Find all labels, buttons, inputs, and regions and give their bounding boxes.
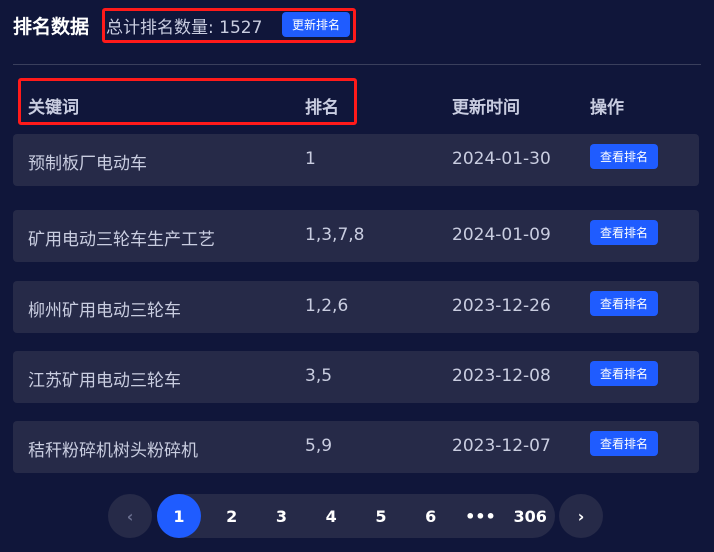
date-cell: 2024-01-09: [452, 225, 551, 245]
table-row: 矿用电动三轮车生产工艺 1,3,7,8 2024-01-09 查看排名: [13, 210, 699, 262]
date-cell: 2023-12-08: [452, 366, 551, 386]
view-ranking-button[interactable]: 查看排名: [590, 291, 658, 316]
prev-page-button[interactable]: ‹: [108, 494, 152, 538]
rank-cell: 1,2,6: [305, 296, 349, 316]
col-rank: 排名: [305, 98, 339, 118]
page-title: 排名数据: [13, 16, 90, 38]
page-list: 1 2 3 4 5 6 ••• 306: [157, 494, 555, 538]
page-3-button[interactable]: 3: [275, 506, 287, 526]
col-keyword: 关键词: [28, 98, 79, 118]
view-ranking-button[interactable]: 查看排名: [590, 144, 658, 169]
next-page-button[interactable]: ›: [559, 494, 603, 538]
rank-cell: 1,3,7,8: [305, 225, 365, 245]
keyword-cell: 江苏矿用电动三轮车: [28, 371, 181, 391]
annotation-box: [18, 78, 357, 125]
rank-cell: 5,9: [305, 436, 333, 456]
table-row: 秸秆粉碎机树头粉碎机 5,9 2023-12-07 查看排名: [13, 421, 699, 473]
total-count: 总计排名数量: 1527: [106, 13, 262, 38]
keyword-cell: 预制板厂电动车: [28, 154, 147, 174]
update-ranking-button[interactable]: 更新排名: [282, 12, 350, 37]
page-6-button[interactable]: 6: [425, 506, 437, 526]
table-row: 预制板厂电动车 1 2024-01-30 查看排名: [13, 134, 699, 186]
page-5-button[interactable]: 5: [375, 506, 387, 526]
pagination-ellipsis[interactable]: •••: [465, 506, 496, 526]
page-1-button[interactable]: 1: [157, 494, 201, 538]
page-2-button[interactable]: 2: [226, 506, 238, 526]
keyword-cell: 秸秆粉碎机树头粉碎机: [28, 441, 198, 461]
annotation-box: [102, 8, 356, 43]
view-ranking-button[interactable]: 查看排名: [590, 361, 658, 386]
date-cell: 2024-01-30: [452, 149, 551, 169]
total-label: 总计排名数量:: [106, 18, 214, 38]
date-cell: 2023-12-26: [452, 296, 551, 316]
total-value: 1527: [219, 18, 263, 38]
rank-cell: 1: [305, 149, 316, 169]
col-date: 更新时间: [452, 98, 520, 118]
divider: [13, 64, 701, 65]
table-row: 江苏矿用电动三轮车 3,5 2023-12-08 查看排名: [13, 351, 699, 403]
view-ranking-button[interactable]: 查看排名: [590, 220, 658, 245]
page-4-button[interactable]: 4: [325, 506, 337, 526]
view-ranking-button[interactable]: 查看排名: [590, 431, 658, 456]
rank-cell: 3,5: [305, 366, 333, 386]
date-cell: 2023-12-07: [452, 436, 551, 456]
col-action: 操作: [590, 98, 624, 118]
table-row: 柳州矿用电动三轮车 1,2,6 2023-12-26 查看排名: [13, 281, 699, 333]
keyword-cell: 矿用电动三轮车生产工艺: [28, 230, 215, 250]
page-306-button[interactable]: 306: [513, 506, 547, 526]
keyword-cell: 柳州矿用电动三轮车: [28, 301, 181, 321]
